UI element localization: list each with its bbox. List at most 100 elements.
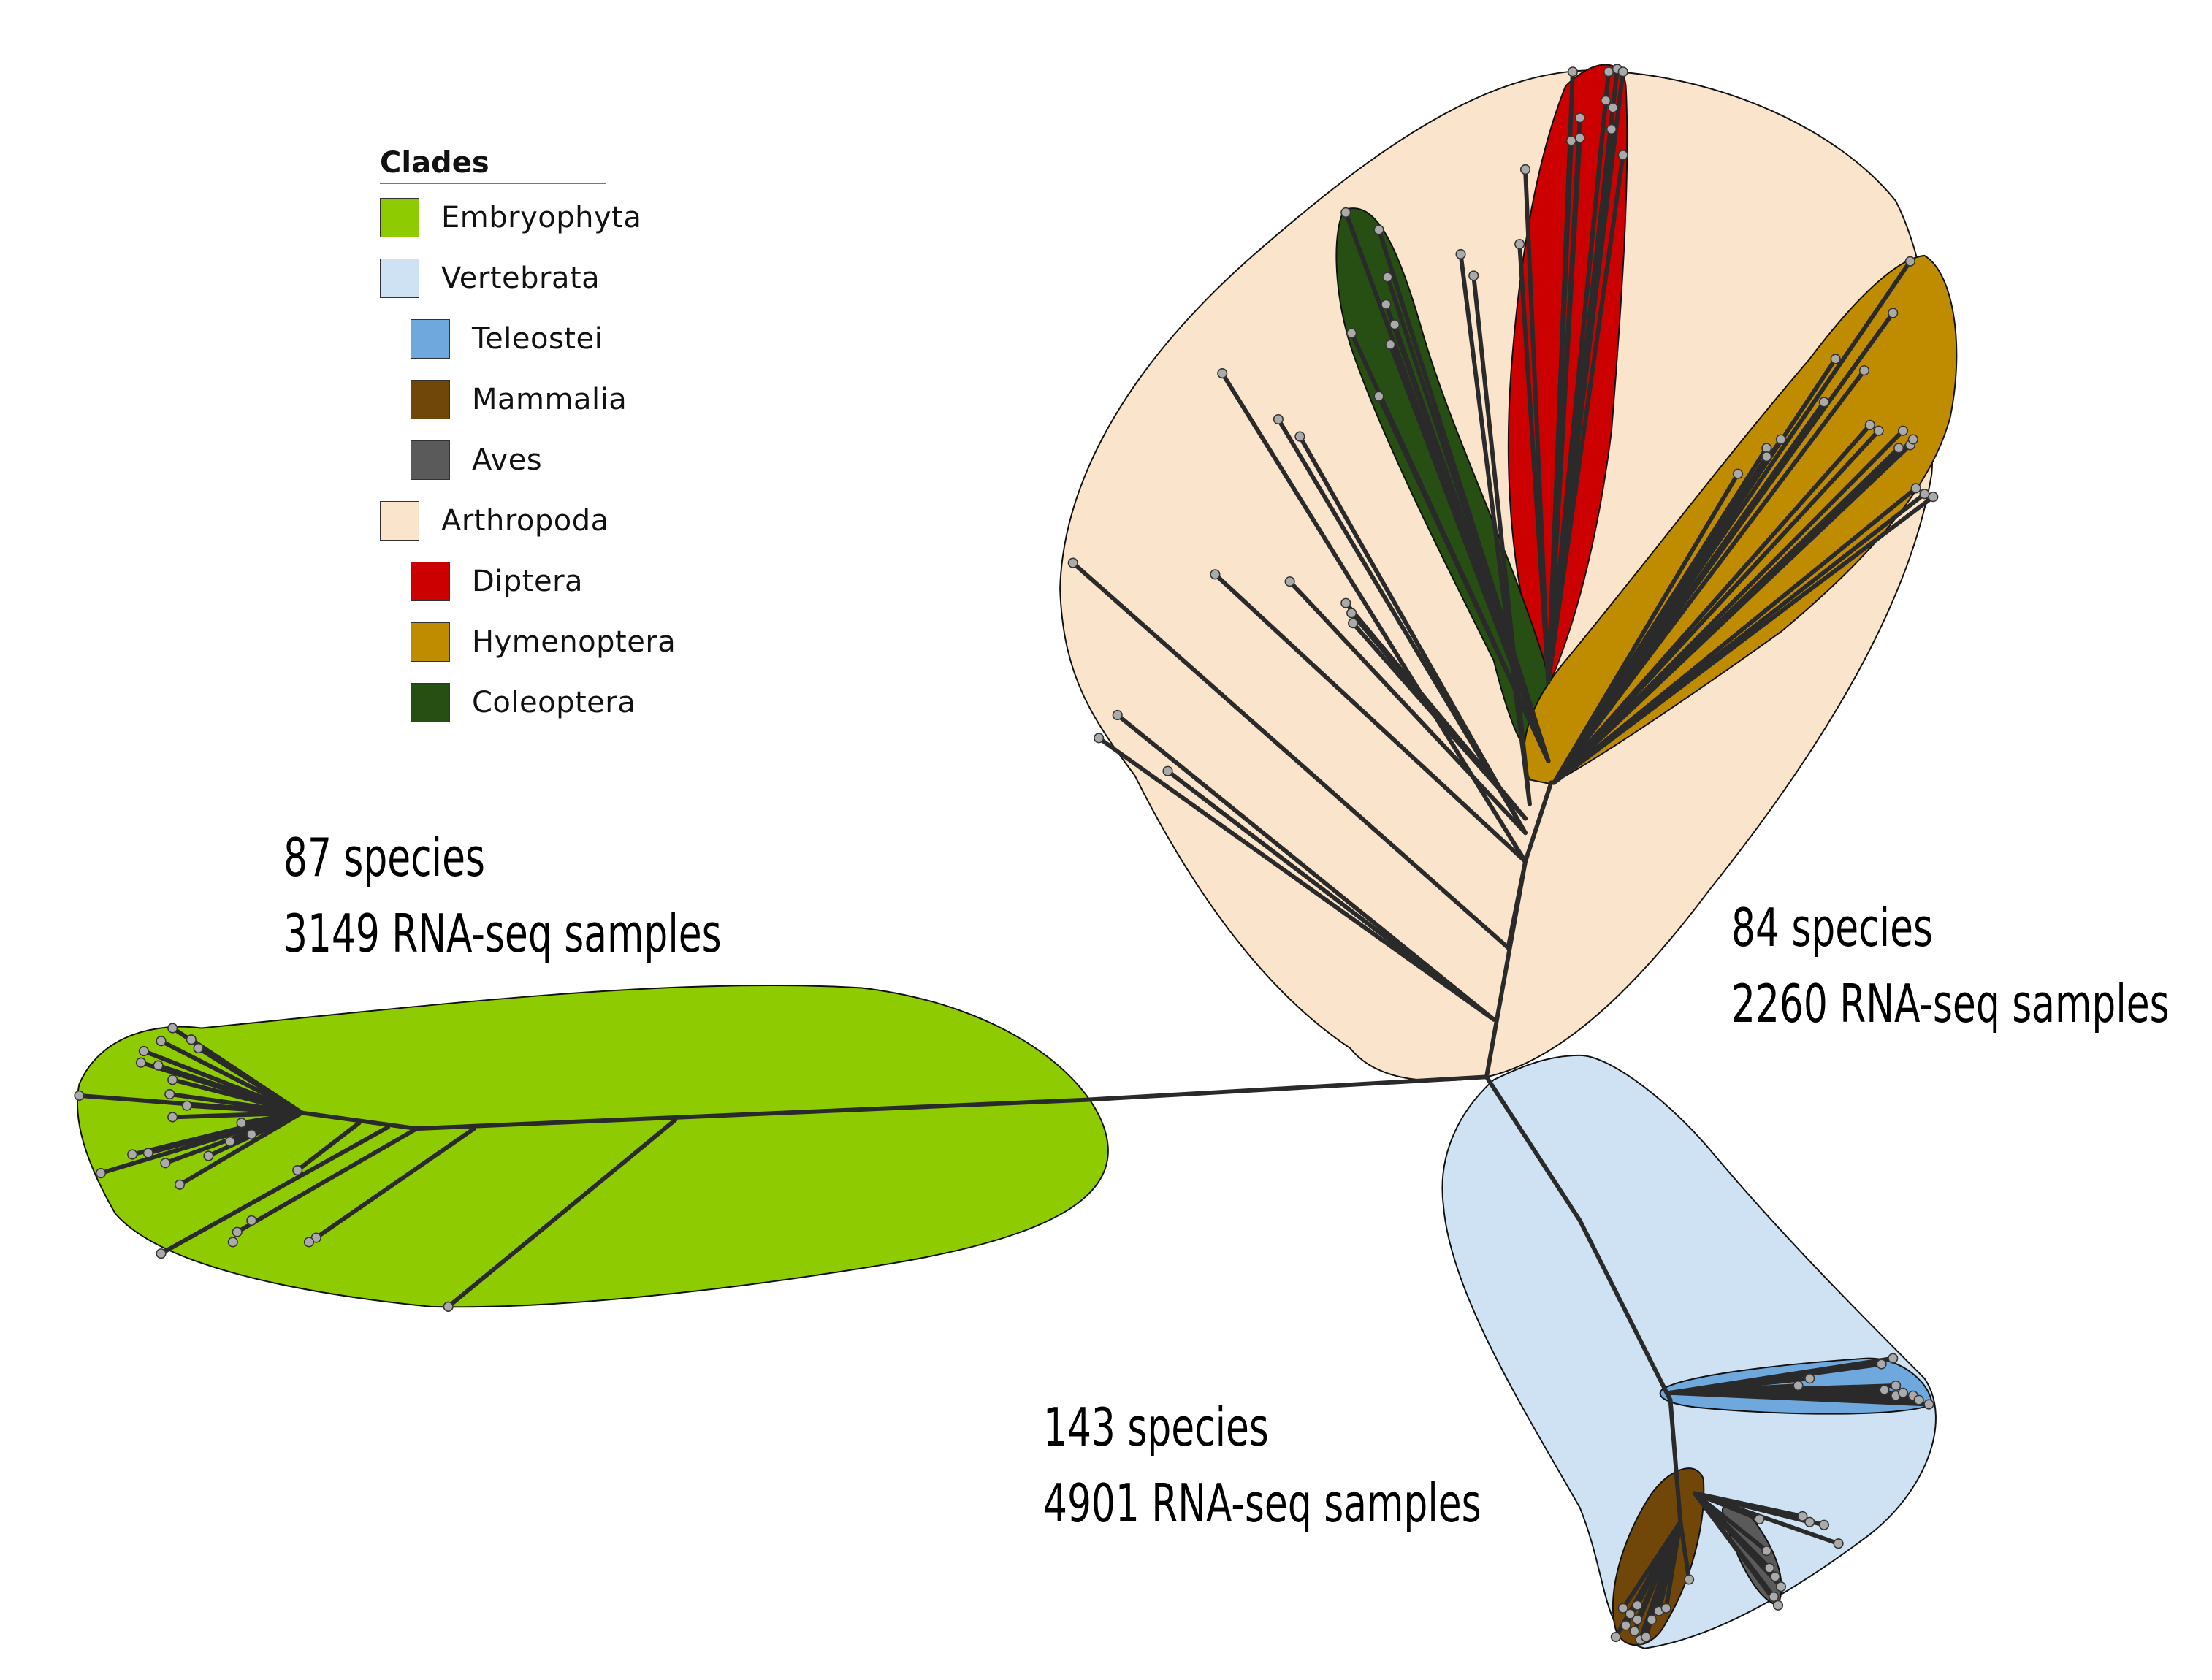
tip-node (174, 1179, 186, 1190)
tip-node (181, 1100, 192, 1111)
branch (1546, 153, 1625, 684)
tip-node (1567, 66, 1578, 77)
legend-label-vertebrata: Vertebrata (441, 261, 600, 295)
tip-node (1873, 425, 1884, 436)
tip-node (1910, 483, 1921, 494)
tip-node (1617, 1603, 1628, 1614)
branch-vertebrate-stem (1668, 1397, 1683, 1524)
tip-node (1761, 443, 1772, 454)
branch (1663, 1519, 1683, 1611)
branch (234, 1126, 419, 1234)
tip-node (1519, 164, 1531, 175)
branch-vertebrate-stem (1577, 1218, 1673, 1402)
tip-node (1797, 1511, 1808, 1521)
tip-node (1382, 272, 1393, 283)
legend-label-hymenoptera: Hymenoptera (472, 625, 676, 659)
branch (313, 1126, 476, 1240)
tip-node (186, 1034, 197, 1045)
tip-node (1928, 492, 1939, 503)
tip-node (1818, 1519, 1829, 1530)
branch (295, 1120, 362, 1173)
tip-node (1340, 597, 1351, 608)
tip-node (1294, 431, 1305, 442)
tip-node (224, 1136, 235, 1147)
branch (1351, 621, 1528, 821)
tip-node (1273, 413, 1284, 425)
tip-node (1893, 443, 1904, 454)
branch (159, 1125, 391, 1256)
branch-plants-stem (414, 1097, 1087, 1131)
branch (1552, 495, 1936, 785)
tip-node (1897, 1387, 1909, 1398)
tip-node (1891, 1380, 1902, 1391)
branch (1552, 446, 1902, 785)
tip-node (1879, 1384, 1890, 1395)
tip-node (1804, 1373, 1815, 1384)
tip-node (1373, 224, 1384, 235)
tip-node (1162, 765, 1173, 776)
legend-item-arthropoda: Arthropoda (380, 490, 687, 551)
branch (1506, 859, 1528, 950)
legend-label-arthropoda: Arthropoda (441, 503, 609, 538)
branch (1693, 1491, 1780, 1608)
branch (167, 1091, 305, 1115)
tip-node (1617, 150, 1628, 161)
tip-node (1625, 1608, 1636, 1619)
branch (159, 1039, 305, 1115)
legend-swatch-teleostei (411, 318, 450, 359)
tip-node (1340, 207, 1351, 218)
legend-items: Embryophyta Vertebrata Teleostei Mammalia Av… (380, 187, 687, 733)
legend-swatch-embryophyta (380, 197, 419, 237)
tip-node (1389, 319, 1400, 330)
tip-node (127, 1149, 138, 1160)
branch (1070, 560, 1511, 950)
tip-node (1217, 368, 1228, 379)
tip-node (1284, 576, 1295, 587)
tip-node (1346, 327, 1357, 339)
tip-node (1646, 1614, 1658, 1625)
tree-branches (77, 66, 1936, 1642)
tip-node (1468, 270, 1479, 281)
tip-node (1833, 1538, 1844, 1549)
annotation-vertebrates-species: 143 species (1043, 1397, 1269, 1458)
tip-node (95, 1167, 107, 1179)
tip-node (1888, 1353, 1899, 1364)
branch (1678, 1519, 1692, 1582)
tip-node (156, 1036, 167, 1047)
tip-node (1574, 112, 1585, 123)
clade-vertebrata-hull (1441, 1054, 1937, 1649)
legend-swatch-diptera (411, 561, 450, 601)
tip-node (1864, 419, 1875, 430)
branch (446, 1118, 678, 1309)
branch-vertebrate-stem (1484, 1074, 1582, 1223)
tip-node (1764, 1562, 1775, 1573)
legend-label-embryophyta: Embryophyta (441, 200, 642, 234)
tip-node (232, 1226, 243, 1237)
legend-swatch-hymenoptera (411, 622, 450, 662)
annotation-vertebrates-samples: 4901 RNA-seq samples (1043, 1473, 1481, 1534)
tip-node (236, 1118, 247, 1129)
tip-node (1793, 1380, 1804, 1391)
branch (1552, 400, 1826, 785)
tip-node (1610, 1631, 1621, 1643)
tip-node (1607, 102, 1619, 113)
tip-node (156, 1248, 167, 1259)
legend-item-teleostei: Teleostei (380, 308, 687, 369)
branch (1115, 713, 1496, 1022)
annotation-plants-samples: 3149 RNA-seq samples (283, 903, 722, 964)
legend-item-coleoptera: Coleoptera (380, 672, 687, 733)
tip-node (1904, 256, 1915, 267)
tree-tips (74, 64, 1939, 1646)
tip-node (1381, 299, 1392, 310)
branch (139, 1060, 305, 1115)
branch (1552, 368, 1866, 785)
legend-title: Clades (380, 146, 606, 184)
branch (1213, 572, 1528, 864)
tip-node (1818, 397, 1829, 408)
branch (1384, 302, 1551, 763)
legend-item-aves: Aves (380, 429, 687, 490)
tip-node (227, 1237, 238, 1248)
tip-node (1641, 1631, 1652, 1643)
tip-node (1804, 1516, 1815, 1527)
